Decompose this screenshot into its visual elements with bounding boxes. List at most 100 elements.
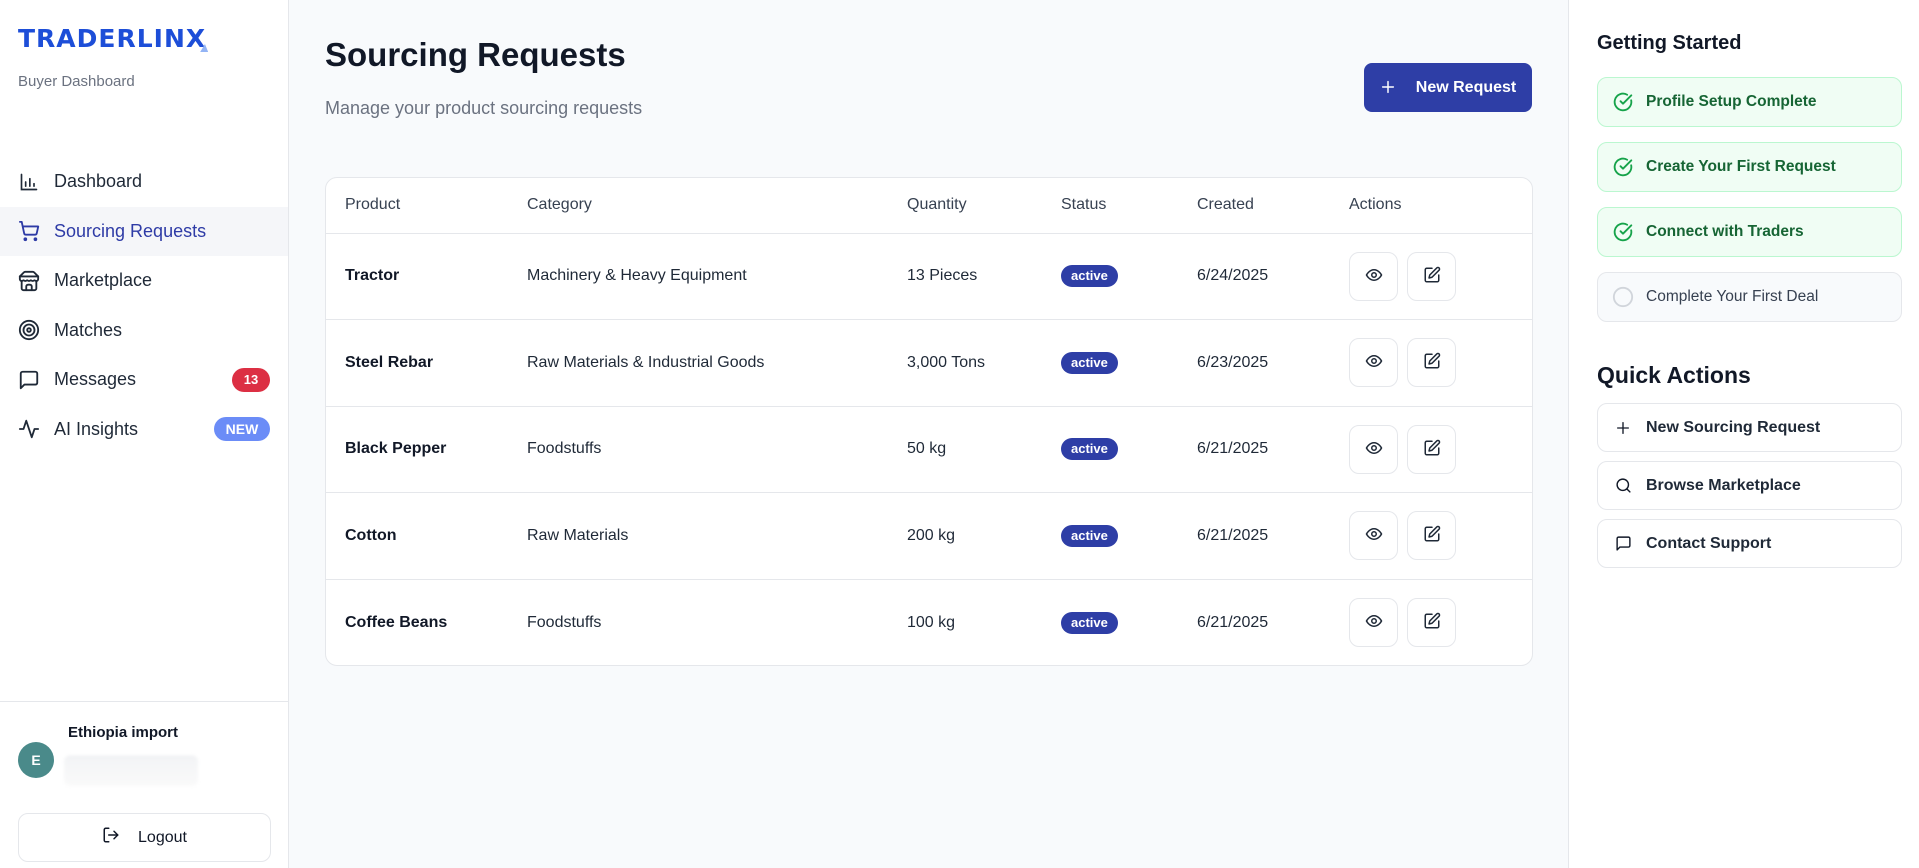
- new-badge: NEW: [214, 417, 270, 442]
- quantity-cell: 50 kg: [907, 406, 1061, 493]
- logout-button[interactable]: Logout: [18, 813, 271, 862]
- checklist-item-first-deal[interactable]: Complete Your First Deal: [1597, 272, 1902, 322]
- quick-action-label: Contact Support: [1646, 534, 1772, 552]
- table-row[interactable]: Cotton Raw Materials 200 kg active 6/21/…: [326, 492, 1532, 580]
- category-cell: Foodstuffs: [527, 406, 907, 493]
- page-subtitle: Manage your product sourcing requests: [325, 98, 643, 118]
- eye-icon: [1365, 266, 1383, 287]
- eye-icon: [1365, 525, 1383, 546]
- sidebar-item-dashboard[interactable]: Dashboard: [0, 157, 288, 207]
- checklist-item-profile-setup[interactable]: Profile Setup Complete: [1597, 77, 1902, 127]
- view-button[interactable]: [1349, 511, 1398, 561]
- view-button[interactable]: [1349, 338, 1398, 388]
- sidebar-item-label: Dashboard: [54, 171, 143, 192]
- new-request-button[interactable]: New Request: [1364, 63, 1532, 112]
- quantity-cell: 13 Pieces: [907, 233, 1061, 320]
- check-circle-icon: [1612, 91, 1634, 113]
- table-header-row: Product Category Quantity Status Created…: [326, 178, 1532, 234]
- created-cell: 6/24/2025: [1197, 233, 1349, 320]
- sidebar-item-ai-insights[interactable]: AI Insights NEW: [0, 405, 288, 455]
- edit-button[interactable]: [1407, 598, 1456, 647]
- checklist-item-connect-traders[interactable]: Connect with Traders: [1597, 207, 1902, 257]
- status-badge: active: [1061, 524, 1118, 547]
- edit-button[interactable]: [1407, 251, 1456, 301]
- logo-text: TRADERLINX: [18, 24, 207, 53]
- table-row[interactable]: Coffee Beans Foodstuffs 100 kg active 6/…: [326, 579, 1532, 665]
- sidebar-item-label: Messages: [54, 369, 137, 390]
- created-cell: 6/21/2025: [1197, 492, 1349, 580]
- quantity-cell: 3,000 Tons: [907, 319, 1061, 407]
- category-cell: Raw Materials & Industrial Goods: [527, 319, 907, 407]
- message-square-icon: [1612, 533, 1634, 555]
- view-button[interactable]: [1349, 424, 1398, 474]
- column-header-quantity[interactable]: Quantity: [907, 178, 1061, 234]
- checklist-item-label: Create Your First Request: [1646, 158, 1836, 175]
- eye-icon: [1365, 439, 1383, 460]
- column-header-actions: Actions: [1349, 178, 1532, 234]
- created-cell: 6/21/2025: [1197, 613, 1269, 631]
- sidebar-item-sourcing-requests[interactable]: Sourcing Requests: [0, 206, 288, 256]
- quantity-cell: 100 kg: [907, 613, 956, 631]
- edit-icon: [1423, 612, 1441, 633]
- view-button[interactable]: [1349, 598, 1398, 647]
- quick-action-browse-marketplace[interactable]: Browse Marketplace: [1597, 461, 1902, 510]
- message-square-icon: [18, 369, 40, 391]
- search-icon: [1612, 475, 1634, 497]
- redacted-user-email: [64, 756, 198, 786]
- getting-started-title: Getting Started: [1597, 32, 1742, 54]
- checklist-item-label: Connect with Traders: [1646, 223, 1804, 240]
- bar-chart-icon: [18, 171, 40, 193]
- sidebar-item-marketplace[interactable]: Marketplace: [0, 256, 288, 306]
- user-section: E Ethiopia import Logout: [0, 701, 288, 868]
- page-title: Sourcing Requests: [325, 36, 626, 73]
- checklist-item-first-request[interactable]: Create Your First Request: [1597, 142, 1902, 192]
- sidebar-nav: Dashboard Sourcing Requests Marketplace …: [0, 157, 288, 454]
- edit-button[interactable]: [1407, 424, 1456, 474]
- table-row[interactable]: Steel Rebar Raw Materials & Industrial G…: [326, 319, 1532, 407]
- main-content: Sourcing Requests Manage your product so…: [289, 0, 1568, 868]
- quick-action-new-sourcing-request[interactable]: New Sourcing Request: [1597, 403, 1902, 452]
- avatar: E: [18, 742, 54, 778]
- edit-icon: [1423, 352, 1441, 373]
- column-header-product[interactable]: Product: [326, 178, 527, 234]
- created-cell: 6/23/2025: [1197, 319, 1349, 407]
- right-panel: Getting Started Profile Setup Complete C…: [1568, 0, 1919, 868]
- table-row[interactable]: Tractor Machinery & Heavy Equipment 13 P…: [326, 233, 1532, 320]
- status-badge: active: [1061, 351, 1118, 374]
- category-cell: Foodstuffs: [527, 613, 602, 631]
- logout-label: Logout: [138, 828, 187, 846]
- category-cell: Raw Materials: [527, 492, 907, 580]
- eye-icon: [1365, 612, 1383, 633]
- store-icon: [18, 270, 40, 292]
- sidebar: TRADERLINX Buyer Dashboard Dashboard Sou…: [0, 0, 289, 868]
- status-badge: active: [1061, 611, 1118, 634]
- edit-icon: [1423, 439, 1441, 460]
- view-button[interactable]: [1349, 251, 1398, 301]
- user-name: Ethiopia import: [68, 724, 178, 741]
- edit-icon: [1423, 525, 1441, 546]
- unread-count-badge: 13: [232, 367, 270, 392]
- column-header-created[interactable]: Created: [1197, 178, 1349, 234]
- quantity-cell: 200 kg: [907, 492, 1061, 580]
- column-header-category[interactable]: Category: [527, 178, 907, 234]
- sidebar-item-label: Matches: [54, 319, 123, 340]
- sidebar-item-messages[interactable]: Messages 13: [0, 355, 288, 405]
- table-row[interactable]: Black Pepper Foodstuffs 50 kg active 6/2…: [326, 406, 1532, 493]
- quick-action-contact-support[interactable]: Contact Support: [1597, 519, 1902, 568]
- edit-button[interactable]: [1407, 338, 1456, 388]
- edit-button[interactable]: [1407, 511, 1456, 561]
- activity-icon: [18, 418, 40, 440]
- category-cell: Machinery & Heavy Equipment: [527, 233, 907, 320]
- product-cell: Coffee Beans: [345, 613, 448, 631]
- eye-icon: [1365, 352, 1383, 373]
- check-circle-icon: [1612, 221, 1634, 243]
- edit-icon: [1423, 266, 1441, 287]
- sidebar-item-label: Marketplace: [54, 270, 153, 291]
- column-header-status[interactable]: Status: [1061, 178, 1197, 234]
- sidebar-item-matches[interactable]: Matches: [0, 306, 288, 356]
- logout-icon: [102, 826, 120, 849]
- traderlinx-logo[interactable]: TRADERLINX: [18, 26, 206, 52]
- quick-actions-title: Quick Actions: [1597, 362, 1751, 388]
- product-cell: Tractor: [326, 233, 527, 320]
- new-request-label: New Request: [1415, 78, 1517, 96]
